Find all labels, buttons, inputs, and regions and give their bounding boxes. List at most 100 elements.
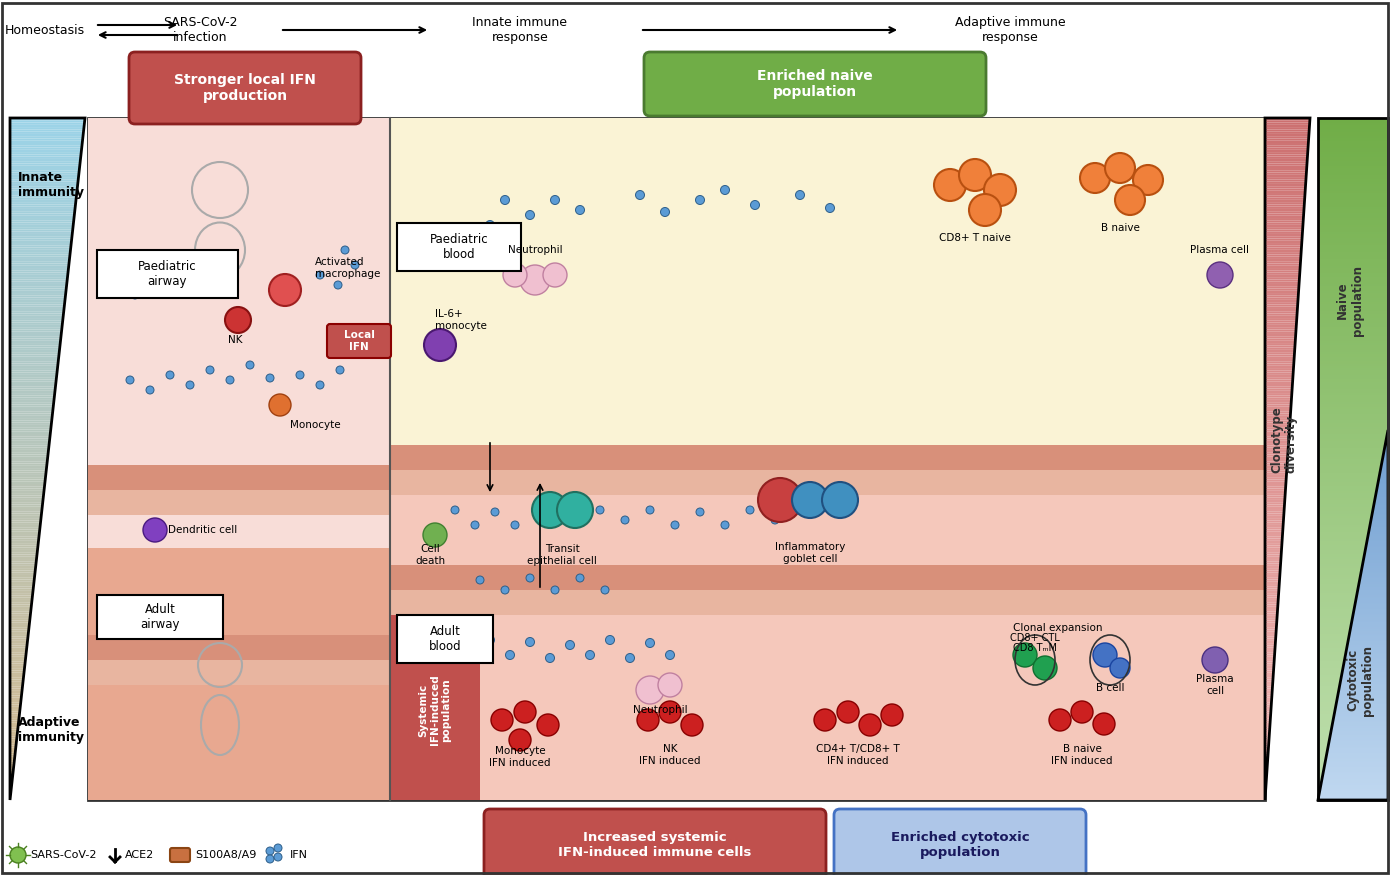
Polygon shape (1318, 720, 1389, 723)
Polygon shape (1333, 716, 1389, 718)
Polygon shape (10, 157, 81, 159)
Polygon shape (10, 475, 46, 477)
Polygon shape (1318, 159, 1389, 161)
FancyBboxPatch shape (88, 548, 391, 800)
Polygon shape (1318, 373, 1389, 374)
Polygon shape (10, 561, 36, 564)
Polygon shape (10, 757, 15, 760)
Polygon shape (1265, 487, 1286, 488)
Text: Systemic
IFN-induced
population: Systemic IFN-induced population (418, 675, 452, 746)
Polygon shape (1376, 489, 1389, 490)
Polygon shape (1265, 448, 1289, 450)
Polygon shape (1358, 586, 1389, 588)
Polygon shape (1265, 420, 1290, 423)
Polygon shape (1368, 536, 1389, 537)
Polygon shape (1327, 749, 1389, 751)
Circle shape (152, 268, 158, 276)
Polygon shape (1318, 248, 1389, 250)
Polygon shape (1368, 532, 1389, 534)
Polygon shape (10, 445, 49, 448)
Polygon shape (1265, 157, 1308, 159)
Polygon shape (1343, 664, 1389, 666)
Polygon shape (1346, 654, 1389, 655)
Polygon shape (1373, 504, 1389, 505)
Polygon shape (1318, 202, 1389, 205)
Polygon shape (10, 670, 24, 673)
Polygon shape (1376, 492, 1389, 493)
Text: Stronger local IFN
production: Stronger local IFN production (174, 73, 316, 103)
Polygon shape (1325, 766, 1389, 768)
Polygon shape (1382, 462, 1389, 463)
Polygon shape (10, 468, 46, 471)
Polygon shape (1265, 764, 1268, 766)
Polygon shape (1318, 363, 1389, 366)
Polygon shape (10, 350, 60, 352)
Polygon shape (1365, 551, 1389, 552)
FancyBboxPatch shape (391, 470, 1265, 495)
Polygon shape (1352, 619, 1389, 620)
Polygon shape (1318, 136, 1389, 138)
Polygon shape (1318, 182, 1389, 184)
Polygon shape (1319, 796, 1389, 797)
Polygon shape (1352, 615, 1389, 616)
Circle shape (1033, 656, 1056, 680)
Polygon shape (10, 329, 61, 332)
Text: IFN: IFN (291, 850, 309, 860)
Polygon shape (1318, 764, 1389, 766)
Polygon shape (1318, 306, 1389, 309)
Polygon shape (1265, 211, 1304, 214)
Polygon shape (1372, 516, 1389, 518)
Polygon shape (1318, 229, 1389, 232)
Polygon shape (1318, 799, 1389, 800)
Polygon shape (1318, 575, 1389, 578)
Polygon shape (1318, 561, 1389, 564)
Circle shape (543, 263, 567, 287)
Polygon shape (1318, 760, 1389, 761)
Polygon shape (1265, 477, 1286, 480)
Polygon shape (1319, 795, 1389, 796)
Polygon shape (10, 777, 13, 780)
Polygon shape (10, 198, 76, 200)
Polygon shape (1265, 186, 1305, 188)
Polygon shape (10, 754, 15, 757)
Polygon shape (10, 505, 43, 507)
Polygon shape (1265, 363, 1294, 366)
Polygon shape (1318, 454, 1389, 457)
Circle shape (424, 329, 456, 361)
Polygon shape (1265, 357, 1294, 359)
Polygon shape (1265, 493, 1286, 495)
Polygon shape (1265, 589, 1279, 591)
Polygon shape (1318, 161, 1389, 164)
Text: CD8+ CTL: CD8+ CTL (1011, 633, 1061, 643)
Text: Local
IFN: Local IFN (343, 330, 374, 352)
Text: Innate
immunity: Innate immunity (18, 171, 83, 199)
Polygon shape (1318, 675, 1389, 677)
Polygon shape (10, 277, 68, 279)
Polygon shape (1348, 639, 1389, 640)
Polygon shape (1344, 663, 1389, 664)
Polygon shape (1265, 618, 1277, 620)
Circle shape (585, 650, 595, 660)
Polygon shape (1377, 488, 1389, 489)
Polygon shape (1346, 652, 1389, 654)
Polygon shape (1265, 300, 1298, 302)
Polygon shape (1365, 553, 1389, 555)
Polygon shape (1265, 578, 1280, 579)
Polygon shape (1322, 777, 1389, 778)
Polygon shape (1265, 548, 1282, 550)
Polygon shape (10, 304, 64, 306)
Polygon shape (1318, 228, 1389, 229)
Polygon shape (1318, 239, 1389, 241)
Circle shape (1202, 647, 1227, 673)
Polygon shape (1372, 514, 1389, 515)
Polygon shape (1265, 632, 1276, 634)
Polygon shape (1265, 290, 1298, 293)
Polygon shape (1318, 445, 1389, 448)
Polygon shape (1318, 177, 1389, 179)
Polygon shape (1318, 662, 1389, 663)
Polygon shape (1265, 689, 1272, 691)
Polygon shape (1347, 648, 1389, 649)
Polygon shape (10, 559, 36, 561)
Polygon shape (1379, 476, 1389, 477)
Polygon shape (1265, 691, 1272, 693)
